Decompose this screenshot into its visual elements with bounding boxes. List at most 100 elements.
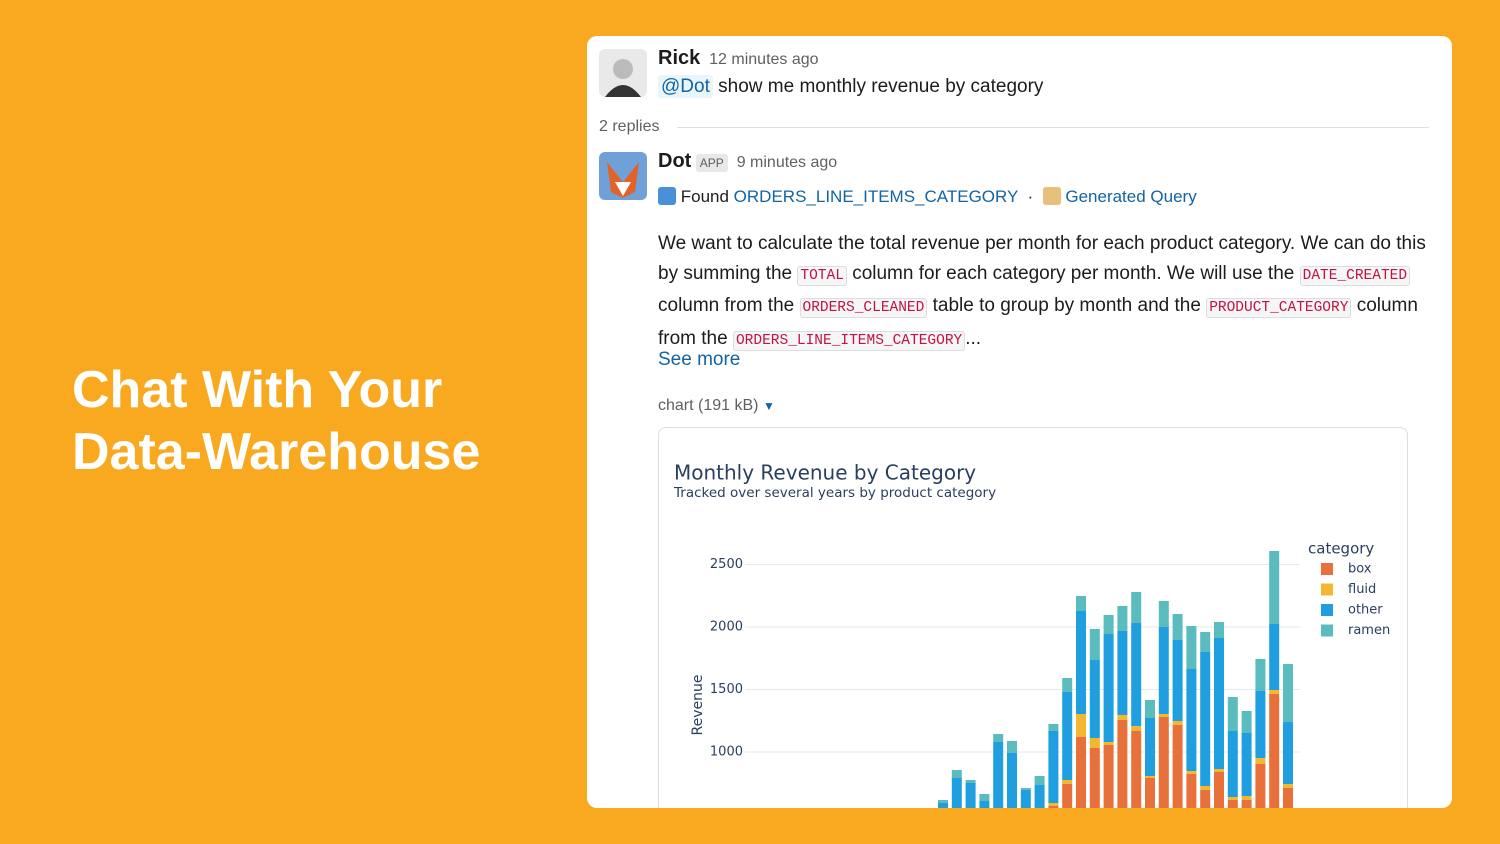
- bar-segment: [1145, 700, 1155, 718]
- bar-segment: [1117, 631, 1128, 715]
- bar-segment: [1269, 624, 1280, 690]
- bar-segment: [1172, 640, 1183, 721]
- inline-code: ORDERS_CLEANED: [799, 298, 928, 318]
- bar-segment: [1131, 726, 1142, 731]
- chart-title: Monthly Revenue by Category: [674, 461, 976, 485]
- app-badge: APP: [695, 154, 728, 172]
- bar-segment: [1214, 622, 1224, 638]
- legend-swatch: [1321, 604, 1333, 616]
- message-body: We want to calculate the total revenue p…: [658, 229, 1438, 356]
- legend-label: fluid: [1348, 582, 1376, 597]
- timestamp[interactable]: 12 minutes ago: [709, 51, 819, 68]
- bar-segment: [1186, 774, 1197, 808]
- bar-segment: [1089, 629, 1100, 660]
- bar-segment: [1255, 659, 1266, 691]
- headline-line: Chat With Your: [72, 361, 443, 419]
- headline-line: Data-Warehouse: [72, 423, 481, 481]
- bar-segment: [1089, 660, 1100, 738]
- chart: Monthly Revenue by Category Tracked over…: [673, 461, 1390, 808]
- bar-segment: [1172, 721, 1183, 725]
- bar-segment: [1214, 638, 1224, 769]
- bar-segment: [1186, 626, 1197, 669]
- body-text: column for each category per month. We w…: [846, 262, 1300, 284]
- bar-segment: [1145, 778, 1155, 808]
- bar-segment: [1158, 627, 1169, 714]
- bar-segment: [1227, 800, 1238, 808]
- bar-segment: [1283, 788, 1293, 808]
- bar-segment: [1007, 753, 1017, 808]
- headline: Chat With Your Data-Warehouse: [72, 359, 480, 483]
- table-link[interactable]: ORDERS_LINE_ITEMS_CATEGORY: [733, 187, 1019, 206]
- thread-card: Rick 12 minutes ago @Dot show me monthly…: [587, 36, 1452, 808]
- bar-segment: [1048, 803, 1059, 806]
- bar-segment: [1076, 611, 1086, 714]
- attachment-label[interactable]: chart (191 kB): [658, 397, 759, 414]
- bar-segment: [993, 734, 1004, 742]
- bar-segment: [1103, 745, 1114, 808]
- bar-segment: [1145, 776, 1155, 778]
- bar-segment: [938, 803, 948, 808]
- bar-segment: [1145, 718, 1155, 776]
- bar-segment: [1283, 722, 1293, 784]
- bar-segment: [1131, 592, 1142, 623]
- bar-segment: [1089, 738, 1100, 748]
- bar-segment: [1034, 785, 1045, 808]
- bar-segment: [1200, 632, 1211, 652]
- timestamp[interactable]: 9 minutes ago: [736, 154, 838, 171]
- bar-segment: [1103, 615, 1114, 634]
- bar-segment: [938, 800, 948, 803]
- bar-segment: [1048, 731, 1059, 803]
- bar-segment: [1007, 741, 1017, 753]
- divider: [677, 127, 1429, 128]
- bar-segment: [1200, 786, 1211, 790]
- bar-segment: [1158, 717, 1169, 808]
- found-label: Found: [680, 187, 729, 206]
- bar-segment: [1062, 692, 1073, 780]
- bar-segment: [1158, 714, 1169, 717]
- body-text: column from the: [658, 295, 800, 316]
- user-name[interactable]: Rick: [658, 47, 701, 69]
- inline-code: DATE_CREATED: [1299, 265, 1411, 286]
- bar-segment: [1241, 800, 1252, 808]
- bar-segment: [1034, 776, 1045, 785]
- see-more[interactable]: See more: [658, 349, 741, 370]
- bar-segment: [1214, 772, 1224, 808]
- query-link[interactable]: Generated Query: [1065, 187, 1197, 206]
- attachment[interactable]: chart (191 kB) ▼: [658, 397, 775, 414]
- replies-count: 2 replies: [599, 118, 660, 135]
- legend-swatch: [1321, 624, 1333, 637]
- bar-segment: [1020, 788, 1031, 790]
- bar-segment: [1255, 764, 1266, 808]
- bar-segment: [1269, 551, 1280, 624]
- bar-segment: [1255, 758, 1266, 764]
- y-axis-label: Revenue: [690, 675, 706, 736]
- bar-segment: [1020, 790, 1031, 808]
- bar-segment: [1241, 711, 1252, 733]
- bot-name[interactable]: Dot: [658, 150, 692, 172]
- legend-swatch: [1321, 563, 1333, 575]
- bot-avatar[interactable]: [599, 152, 647, 200]
- chart-frame: Monthly Revenue by Category Tracked over…: [658, 427, 1408, 808]
- bar-segment: [1200, 790, 1211, 808]
- bar-segment: [1089, 748, 1100, 808]
- bar-segment: [1062, 780, 1073, 784]
- y-tick-label: 2500: [710, 557, 743, 572]
- bar-segment: [1227, 697, 1238, 731]
- bar-segment: [1048, 806, 1059, 808]
- y-tick-label: 1500: [710, 682, 743, 697]
- bar-segment: [979, 794, 990, 801]
- bar-segment: [1283, 664, 1293, 722]
- bar-segment: [1269, 690, 1280, 694]
- bar-segment: [1062, 678, 1073, 692]
- user-avatar[interactable]: [599, 49, 647, 97]
- chart-subtitle: Tracked over several years by product ca…: [673, 485, 996, 501]
- bar-segment: [1117, 606, 1128, 631]
- bar-segment: [1062, 784, 1073, 808]
- body-text: table to group by month and the: [927, 295, 1207, 316]
- separator: ·: [1027, 187, 1034, 206]
- mention[interactable]: @Dot: [658, 75, 713, 98]
- legend-title: category: [1308, 540, 1374, 558]
- body-text: column from the: [658, 295, 1418, 349]
- bar-segment: [965, 780, 976, 783]
